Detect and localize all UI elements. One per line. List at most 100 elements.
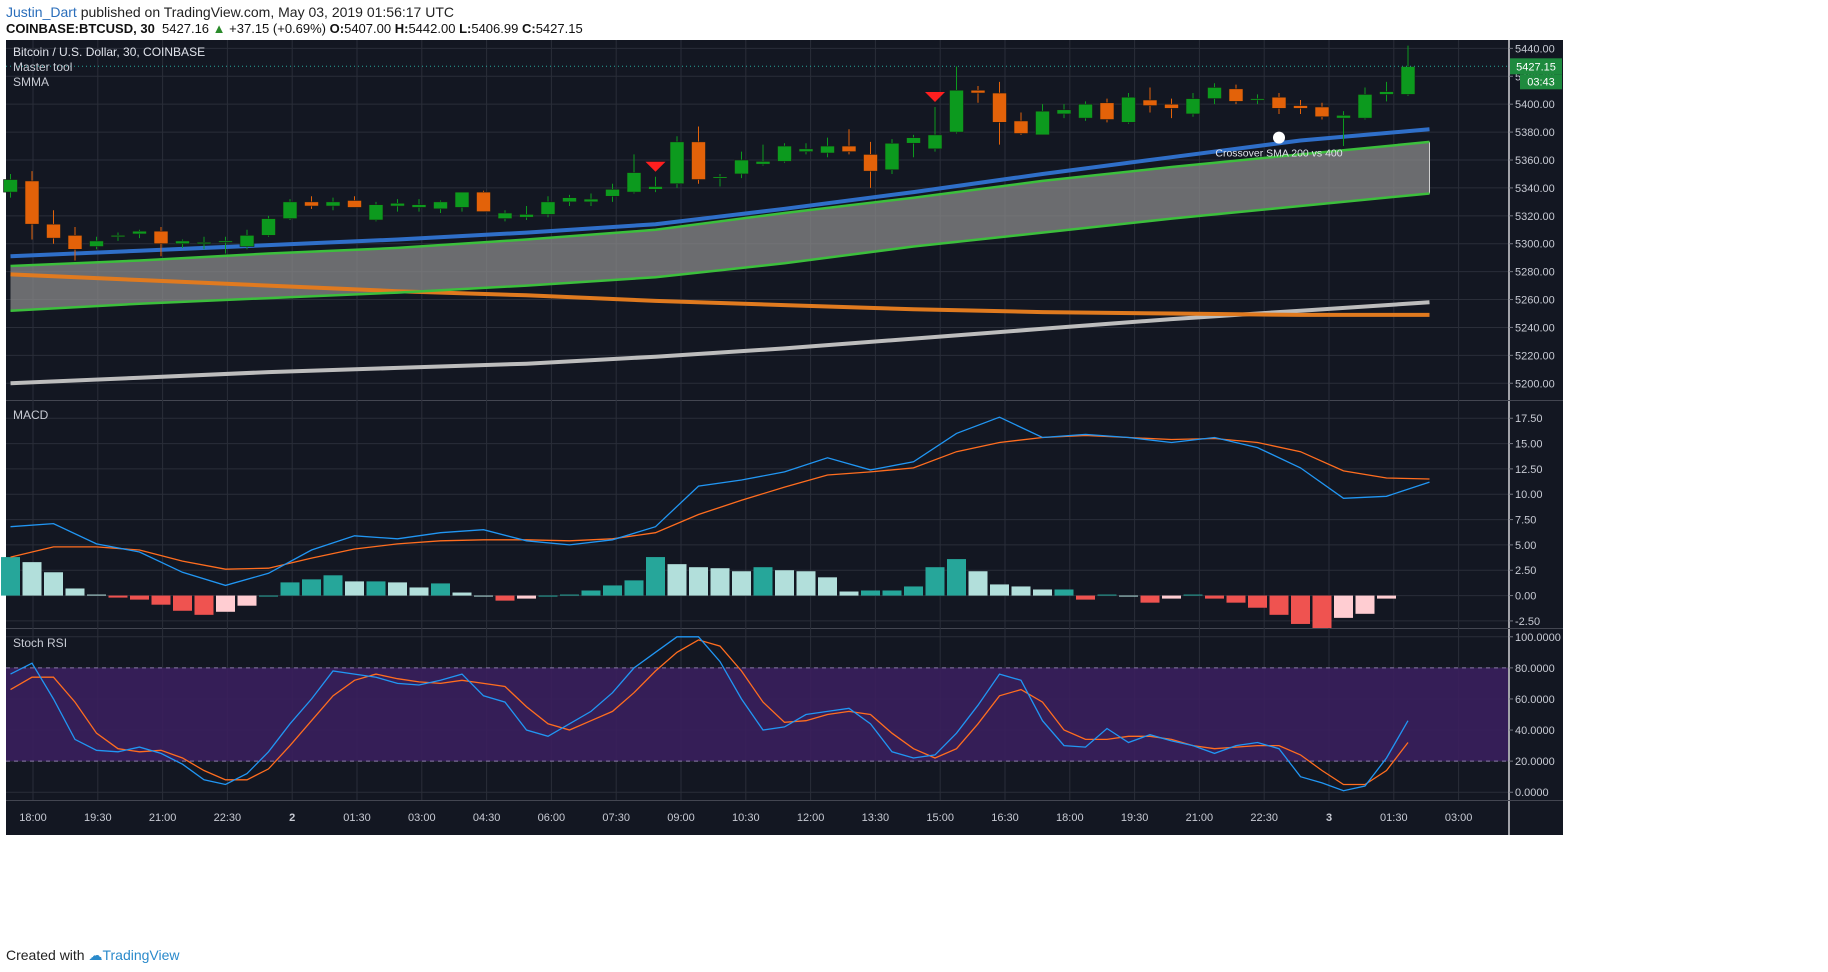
candle[interactable]	[540, 196, 556, 218]
candle[interactable]	[1228, 84, 1244, 105]
candle-body	[46, 223, 61, 239]
macd-histogram-bar	[1205, 595, 1224, 599]
macd-histogram-bar	[1312, 595, 1332, 628]
price-change: +37.15 (+0.69%)	[229, 21, 327, 36]
candle[interactable]	[1207, 83, 1222, 105]
candle[interactable]	[1164, 98, 1179, 119]
price-pane[interactable]: Crossover SMA 200 vs 400 5427.15 03:43 Bitc…	[3, 45, 1563, 386]
candle[interactable]	[1078, 101, 1093, 121]
macd-histogram-bar	[1, 557, 20, 596]
stoch-rsi-pane[interactable]: Stoch RSI	[6, 636, 1508, 792]
candle[interactable]	[132, 229, 147, 239]
candle-body	[1121, 96, 1136, 123]
candle-body	[282, 201, 298, 219]
countdown-badge	[1520, 74, 1562, 90]
candle[interactable]	[261, 215, 276, 237]
macd-pane[interactable]: MACD	[1, 408, 1430, 628]
candle[interactable]	[1379, 81, 1394, 102]
candle[interactable]	[1035, 104, 1050, 136]
candle[interactable]	[1013, 112, 1029, 135]
candle[interactable]	[46, 210, 61, 244]
time-tick-label: 01:30	[1380, 812, 1408, 824]
candle[interactable]	[1056, 104, 1072, 119]
candle[interactable]	[755, 144, 771, 166]
stoch-k-line	[10, 636, 1409, 792]
candle-body	[1164, 103, 1179, 109]
candle[interactable]	[476, 190, 491, 212]
candle[interactable]	[454, 191, 470, 212]
candle[interactable]	[497, 210, 513, 222]
candle[interactable]	[390, 199, 405, 212]
candle[interactable]	[347, 196, 362, 208]
candle[interactable]	[239, 229, 255, 250]
candle[interactable]	[884, 139, 900, 174]
candle[interactable]	[1121, 93, 1136, 124]
candle-body	[863, 154, 878, 172]
candle[interactable]	[1099, 98, 1115, 123]
candle[interactable]	[1357, 87, 1373, 120]
macd-histogram-bar	[1226, 595, 1246, 603]
time-tick-label: 22:30	[1250, 812, 1278, 824]
macd-histogram-bar	[280, 582, 300, 596]
candle[interactable]	[1185, 93, 1201, 117]
up-arrow-icon: ▲	[212, 21, 226, 36]
candle[interactable]	[519, 206, 534, 220]
macd-histogram-bar	[108, 595, 128, 598]
candle[interactable]	[110, 232, 126, 241]
candle[interactable]	[1293, 100, 1308, 114]
candle[interactable]	[325, 197, 341, 211]
candle[interactable]	[798, 143, 814, 155]
candle[interactable]	[1142, 87, 1158, 113]
candle-body	[626, 172, 642, 193]
macd-histogram-bar	[259, 595, 278, 597]
candle[interactable]	[605, 183, 620, 202]
candle[interactable]	[433, 200, 448, 214]
candle-body	[239, 235, 255, 247]
candle[interactable]	[712, 173, 728, 187]
candle[interactable]	[1314, 102, 1330, 120]
candle[interactable]	[368, 201, 384, 222]
candle[interactable]	[906, 134, 921, 158]
time-tick-label: 12:00	[797, 812, 825, 824]
candle[interactable]	[411, 199, 427, 212]
candle[interactable]	[282, 199, 298, 220]
candle[interactable]	[626, 154, 642, 194]
candle[interactable]	[67, 226, 83, 261]
candle[interactable]	[1400, 45, 1416, 96]
candle[interactable]	[24, 171, 40, 240]
tradingview-logo-icon[interactable]: ☁	[88, 947, 103, 963]
y-tick-label: 5300.00	[1515, 239, 1555, 251]
macd-histogram-bar	[431, 583, 450, 596]
candle[interactable]	[648, 176, 663, 193]
chart-canvas[interactable]: 18:00 19:30 21:00 22:30 2 01:30 03:00 04:30 06:0…	[0, 40, 1828, 936]
candle[interactable]	[1271, 93, 1287, 114]
candle[interactable]	[927, 106, 943, 152]
macd-histogram-bar	[1291, 595, 1310, 624]
candle[interactable]	[970, 86, 986, 103]
macd-histogram-bar	[1269, 595, 1289, 615]
candle[interactable]	[863, 141, 878, 188]
candle[interactable]	[304, 196, 319, 209]
candle[interactable]	[841, 129, 857, 155]
author-link[interactable]: Justin_Dart	[6, 4, 77, 20]
candle-body	[1035, 110, 1050, 136]
candle[interactable]	[734, 151, 749, 179]
candle[interactable]	[3, 173, 18, 198]
candle[interactable]	[992, 81, 1007, 145]
candle[interactable]	[777, 143, 792, 163]
candle[interactable]	[949, 66, 964, 134]
candle[interactable]	[218, 236, 233, 254]
y-tick-label: 5400.00	[1515, 99, 1555, 111]
candle[interactable]	[1336, 111, 1351, 147]
tradingview-link[interactable]: TradingView	[102, 947, 180, 963]
candle[interactable]	[669, 136, 685, 188]
candle[interactable]	[175, 239, 190, 248]
candle[interactable]	[562, 194, 577, 207]
candle[interactable]	[691, 126, 706, 184]
candle[interactable]	[820, 137, 835, 158]
candle[interactable]	[89, 236, 104, 250]
candle[interactable]	[196, 236, 212, 250]
candle[interactable]	[583, 193, 599, 207]
candle[interactable]	[1250, 94, 1265, 105]
candle[interactable]	[153, 226, 169, 257]
